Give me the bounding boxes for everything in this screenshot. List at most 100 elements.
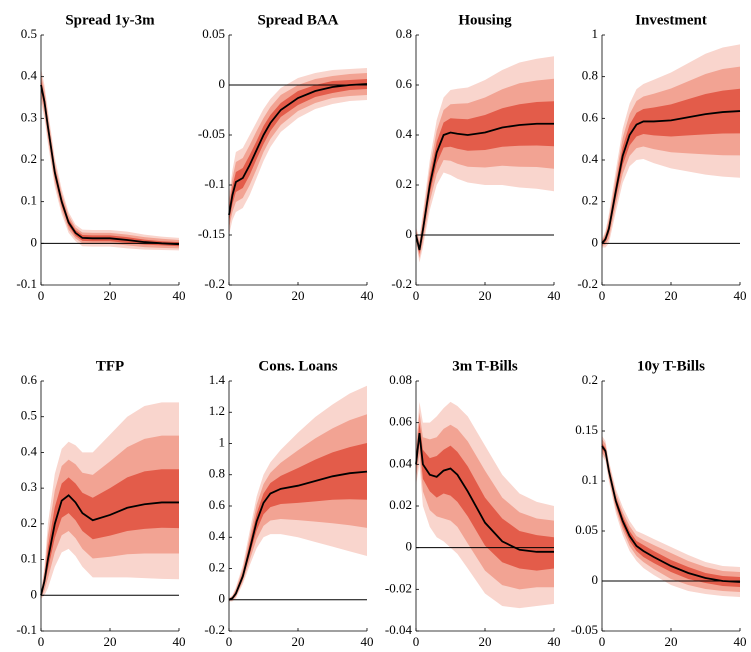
y-tick-label: 0.2 [396, 176, 412, 191]
y-tick-label: -0.05 [198, 126, 225, 141]
y-tick-label: 0.3 [21, 479, 37, 494]
y-tick-label: 0.04 [389, 455, 412, 470]
median-line [601, 110, 741, 244]
x-tick-label: 20 [479, 288, 492, 303]
x-tick-label: 0 [413, 288, 420, 303]
band [229, 68, 367, 235]
y-tick-label: -0.04 [385, 622, 413, 637]
x-tick-label: 0 [413, 634, 420, 649]
median-line [40, 494, 179, 596]
panel-title: Housing [458, 12, 512, 28]
x-tick-label: 0 [38, 288, 45, 303]
y-tick-label: 0.2 [21, 151, 37, 166]
y-tick-label: 0.4 [396, 126, 413, 141]
band [602, 436, 740, 597]
y-tick-label: -0.15 [198, 226, 225, 241]
y-tick-label: 1 [219, 434, 226, 449]
y-tick-label: 0 [31, 234, 38, 249]
y-tick-label: 0.2 [21, 515, 37, 530]
y-tick-label: 0 [406, 539, 413, 554]
x-tick-label: 20 [104, 288, 117, 303]
x-tick-label: 40 [734, 288, 747, 303]
band [416, 101, 554, 255]
x-tick-label: 40 [173, 288, 186, 303]
panel-title: TFP [96, 358, 124, 374]
y-tick-label: 0.6 [21, 372, 38, 387]
y-tick-label: 0.8 [396, 26, 412, 41]
y-tick-label: 0.02 [389, 497, 412, 512]
x-tick-label: 20 [665, 634, 678, 649]
median-line [601, 445, 741, 583]
y-tick-label: 1.4 [209, 372, 226, 387]
band [229, 443, 367, 601]
y-tick-label: 0.6 [209, 497, 226, 512]
x-tick-label: 40 [361, 634, 374, 649]
y-tick-label: -0.2 [391, 276, 412, 291]
y-tick-label: 0.08 [389, 372, 412, 387]
band [41, 73, 179, 249]
y-tick-label: 0 [592, 234, 599, 249]
y-tick-label: 0 [406, 226, 413, 241]
y-tick-label: 0.1 [582, 472, 598, 487]
y-tick-label: 0.1 [21, 193, 37, 208]
panel-title: Spread BAA [258, 12, 339, 28]
band [416, 422, 554, 571]
band [41, 79, 179, 247]
y-tick-label: 0.4 [21, 443, 38, 458]
x-tick-label: 40 [173, 634, 186, 649]
x-tick-label: 0 [599, 288, 606, 303]
band [41, 469, 179, 597]
y-tick-label: -0.2 [204, 622, 225, 637]
panel-title: 3m T-Bills [452, 358, 518, 374]
panel-title: Investment [635, 12, 707, 28]
y-tick-label: -0.2 [577, 276, 598, 291]
x-tick-label: 40 [361, 288, 374, 303]
y-tick-label: -0.05 [571, 622, 598, 637]
x-tick-label: 0 [38, 634, 45, 649]
y-tick-label: 0.15 [575, 422, 598, 437]
y-tick-label: -0.1 [204, 176, 225, 191]
y-tick-label: 1.2 [209, 403, 225, 418]
y-tick-label: 0.6 [396, 76, 413, 91]
median-line [415, 122, 554, 251]
median-line [40, 84, 180, 246]
y-tick-label: 0.5 [21, 26, 37, 41]
y-tick-label: -0.02 [385, 580, 412, 595]
y-tick-label: 0.1 [21, 551, 37, 566]
y-tick-label: 0.05 [202, 26, 225, 41]
y-tick-label: 1 [592, 26, 599, 41]
x-tick-label: 20 [665, 288, 678, 303]
y-tick-label: 0 [219, 591, 226, 606]
x-tick-label: 40 [548, 288, 561, 303]
y-tick-label: 0.8 [209, 466, 225, 481]
band [41, 68, 179, 251]
median-line [228, 470, 368, 601]
x-tick-label: 40 [734, 634, 747, 649]
x-tick-label: 0 [226, 634, 233, 649]
y-tick-label: -0.2 [204, 276, 225, 291]
band [602, 443, 740, 587]
y-tick-label: 0.2 [582, 193, 598, 208]
y-tick-label: 0.4 [582, 151, 599, 166]
x-tick-label: 20 [292, 634, 305, 649]
y-tick-label: 0.8 [582, 68, 598, 83]
x-tick-label: 20 [292, 288, 305, 303]
panel-title: Spread 1y-3m [65, 12, 155, 28]
x-tick-label: 0 [226, 288, 233, 303]
x-tick-label: 20 [479, 634, 492, 649]
x-tick-label: 0 [599, 634, 606, 649]
band [602, 439, 740, 592]
y-tick-label: 0 [592, 572, 599, 587]
y-tick-label: 0.06 [389, 414, 412, 429]
x-tick-label: 40 [548, 634, 561, 649]
band [602, 88, 740, 245]
y-tick-label: -0.1 [16, 276, 37, 291]
y-tick-label: 0.6 [582, 109, 599, 124]
y-tick-label: 0.05 [575, 522, 598, 537]
y-tick-label: 0.4 [21, 68, 38, 83]
panel-title: 10y T-Bills [637, 358, 705, 374]
panel-title: Cons. Loans [258, 358, 337, 374]
x-tick-label: 20 [104, 634, 117, 649]
y-tick-label: 0 [31, 586, 38, 601]
